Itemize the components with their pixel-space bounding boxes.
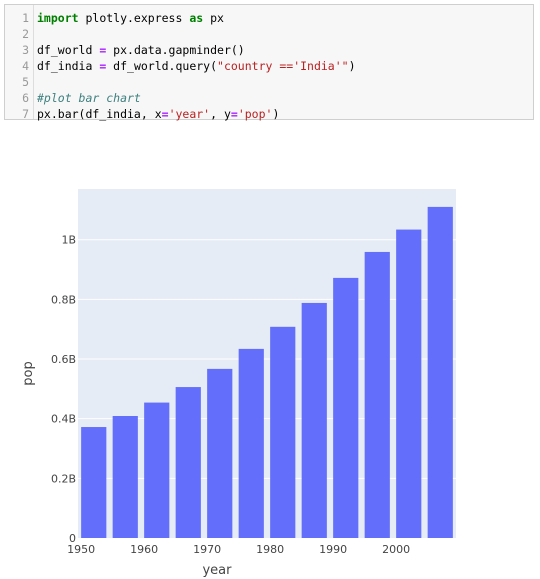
x-tick-label: 1990 bbox=[319, 543, 347, 556]
bars bbox=[81, 206, 453, 539]
code-text: import plotly.express as px bbox=[37, 10, 224, 26]
code-text: df_india = df_world.query("country =='In… bbox=[37, 58, 356, 74]
y-tick-label: 0 bbox=[69, 532, 76, 545]
code-token: df_world bbox=[37, 43, 100, 57]
y-tick-labels: 0 0.2B 0.4B 0.6B 0.8B 1B bbox=[51, 234, 76, 545]
bar-1992[interactable] bbox=[333, 277, 359, 538]
line-number: 4 bbox=[22, 59, 29, 73]
code-token: #plot bar chart bbox=[37, 91, 141, 105]
y-tick-label: 0.8B bbox=[51, 293, 76, 306]
bar-1962[interactable] bbox=[144, 402, 170, 538]
y-tick-label: 0.2B bbox=[51, 472, 76, 485]
code-token: px.bar(df_india, x bbox=[37, 107, 162, 121]
code-text: #plot bar chart bbox=[37, 90, 141, 106]
code-cell[interactable]: 1 import plotly.express as px 2 3 df_world =… bbox=[4, 4, 534, 122]
code-token: 'year' bbox=[168, 107, 211, 121]
line-number: 2 bbox=[22, 27, 29, 41]
bar-1977[interactable] bbox=[238, 348, 264, 538]
y-tick-label: 1B bbox=[61, 234, 76, 247]
code-token: = bbox=[161, 107, 169, 121]
line-number: 6 bbox=[22, 91, 29, 105]
y-tick-label: 0.4B bbox=[51, 413, 76, 426]
x-tick-label: 1980 bbox=[256, 543, 284, 556]
x-tick-labels: 1950 1960 1970 1980 1990 2000 bbox=[67, 543, 410, 556]
line-number: 5 bbox=[22, 75, 29, 89]
x-tick-label: 1950 bbox=[67, 543, 95, 556]
code-token: ) bbox=[348, 59, 356, 73]
code-token: px bbox=[203, 11, 224, 25]
bar-1997[interactable] bbox=[364, 251, 390, 538]
code-token: import bbox=[37, 11, 79, 25]
x-tick-label: 1970 bbox=[193, 543, 221, 556]
y-tick-label: 0.6B bbox=[51, 353, 76, 366]
code-token: = bbox=[230, 107, 238, 121]
bar-1957[interactable] bbox=[112, 415, 138, 538]
plot-area bbox=[78, 189, 456, 538]
gridlines bbox=[78, 239, 456, 479]
bar-1982[interactable] bbox=[270, 326, 296, 538]
bar-1972[interactable] bbox=[207, 368, 233, 538]
code-token: df_india bbox=[37, 59, 100, 73]
code-token: "country =='India'" bbox=[217, 59, 349, 73]
bar-2007[interactable] bbox=[427, 206, 453, 538]
y-axis-title: pop bbox=[21, 361, 36, 385]
code-token: px.data.gapminder() bbox=[106, 43, 245, 57]
x-tick-label: 1960 bbox=[130, 543, 158, 556]
code-token: df_world.query( bbox=[106, 59, 218, 73]
code-token: 'pop' bbox=[237, 107, 273, 121]
bar-1967[interactable] bbox=[175, 387, 201, 538]
code-token: as bbox=[189, 11, 204, 25]
bar-1952[interactable] bbox=[81, 427, 107, 538]
code-text: df_world = px.data.gapminder() bbox=[37, 42, 245, 58]
code-token: = bbox=[99, 43, 107, 57]
x-axis-title: year bbox=[202, 563, 232, 578]
code-token: plotly.express bbox=[78, 11, 190, 25]
bar-2002[interactable] bbox=[396, 229, 422, 539]
bar-1987[interactable] bbox=[301, 302, 327, 538]
x-tick-label: 2000 bbox=[382, 543, 410, 556]
line-number: 1 bbox=[22, 11, 29, 25]
code-text: px.bar(df_india, x='year', y='pop') bbox=[37, 106, 279, 122]
line-number: 7 bbox=[22, 107, 29, 121]
code-token: = bbox=[99, 59, 107, 73]
code-token: ) bbox=[272, 107, 280, 121]
line-number-gutter bbox=[5, 5, 34, 119]
line-number: 3 bbox=[22, 43, 29, 57]
bar-chart: 1950 1960 1970 1980 1990 2000 0 0.2B 0.4B 0.6B 0.… bbox=[21, 189, 456, 578]
code-token: , y bbox=[210, 107, 231, 121]
